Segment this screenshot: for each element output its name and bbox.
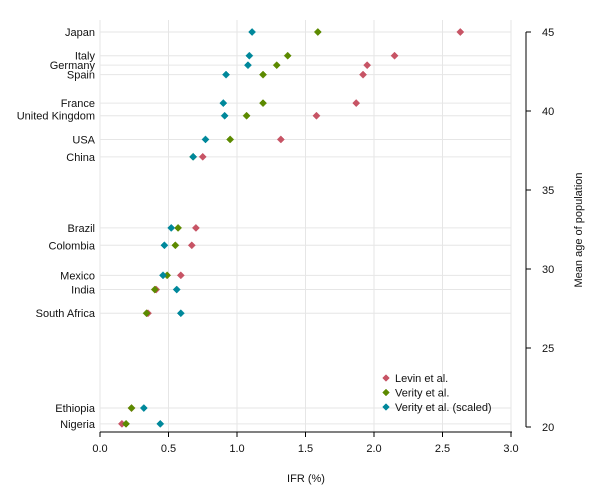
country-label: Spain [67, 70, 95, 82]
country-label: Italy [75, 51, 96, 63]
data-point [222, 70, 230, 79]
data-point [172, 285, 181, 294]
country-label: Nigeria [60, 419, 96, 431]
data-point [171, 241, 180, 250]
data-point [219, 99, 228, 108]
x-tick-label: 2.0 [366, 443, 381, 455]
y-tick-label: 35 [542, 185, 554, 197]
data-point [456, 28, 465, 36]
data-point [191, 223, 200, 232]
y-tick-label: 25 [542, 343, 554, 355]
x-tick-label: 2.5 [435, 443, 450, 455]
country-label: Mexico [60, 270, 95, 282]
data-point [142, 309, 151, 318]
data-point [352, 99, 361, 108]
x-tick-label: 0.5 [161, 443, 176, 455]
legend: Levin et al. Verity et al. Verity et al. (… [382, 373, 492, 414]
x-tick-label: 3.0 [503, 443, 518, 455]
data-point [220, 111, 229, 120]
legend-marker [382, 403, 390, 411]
y-tick-label: 40 [542, 106, 554, 118]
country-label: Ethiopia [55, 403, 96, 415]
data-point [283, 51, 292, 60]
data-points [117, 28, 465, 428]
data-point [156, 419, 165, 428]
country-label: Brazil [67, 223, 95, 235]
data-point [312, 111, 321, 120]
data-point [226, 135, 235, 144]
legend-label: Levin et al. [395, 373, 448, 385]
country-label: Germany [50, 60, 96, 72]
data-point [359, 70, 367, 79]
data-point [127, 404, 136, 412]
data-point [187, 241, 196, 250]
data-point [189, 152, 198, 161]
data-point [259, 99, 267, 108]
data-point [176, 309, 185, 318]
data-point [390, 51, 399, 60]
data-point [244, 61, 252, 70]
data-point [198, 152, 207, 161]
y-tick-label: 30 [542, 264, 554, 276]
data-point [167, 223, 176, 232]
x-tick-label: 1.5 [298, 443, 313, 455]
x-tick-label: 1.0 [229, 443, 244, 455]
gridlines [99, 20, 512, 432]
y-axis-right: 20 25 30 35 40 45 [525, 27, 554, 434]
data-point [176, 271, 185, 280]
country-label: France [61, 98, 95, 110]
y-tick-label: 45 [542, 27, 554, 39]
y-axis-title: Mean age of population [573, 173, 585, 288]
x-axis: 0.0 0.5 1.0 1.5 2.0 2.5 3.0 [92, 431, 519, 455]
legend-label: Verity et al. (scaled) [395, 402, 492, 414]
data-point [159, 271, 167, 280]
data-point [160, 241, 169, 250]
legend-label: Verity et al. [395, 388, 449, 400]
data-point [313, 28, 322, 36]
data-point [150, 285, 159, 294]
data-point [245, 51, 254, 60]
x-axis-title: IFR (%) [287, 473, 325, 485]
data-point [272, 61, 281, 70]
country-label: South Africa [36, 308, 96, 320]
data-point [139, 404, 148, 412]
data-point [248, 28, 257, 36]
data-point [276, 135, 285, 144]
legend-marker [382, 388, 390, 397]
data-point [122, 419, 130, 428]
legend-marker [382, 374, 390, 382]
data-point [363, 61, 372, 70]
country-label: China [66, 152, 96, 164]
country-label: USA [72, 134, 95, 146]
data-point [259, 70, 267, 79]
data-point [201, 135, 210, 144]
y-tick-label: 20 [542, 422, 554, 434]
data-point [174, 223, 183, 232]
country-label: Japan [65, 27, 95, 39]
country-label: India [71, 285, 96, 297]
country-label: Colombia [49, 240, 96, 252]
x-tick-label: 0.0 [92, 443, 107, 455]
data-point [242, 111, 251, 120]
country-label: United Kingdom [17, 111, 95, 123]
